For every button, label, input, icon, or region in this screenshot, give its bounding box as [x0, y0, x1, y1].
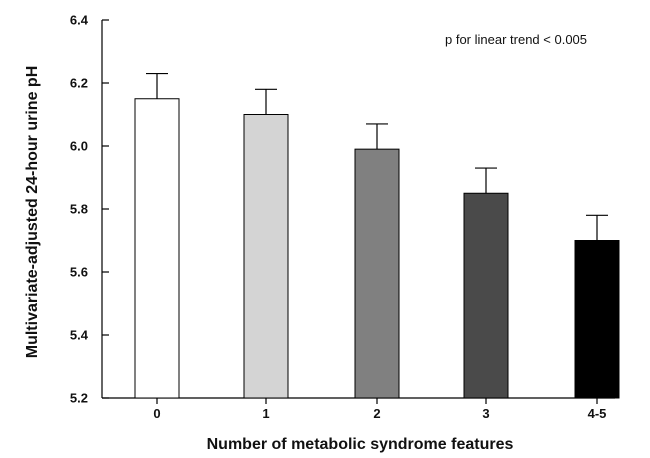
error-bars [146, 72, 608, 241]
bar-2 [354, 148, 400, 399]
y-tick-label: 5.2 [70, 391, 88, 406]
bars [134, 98, 620, 399]
x-axis: 0 1 2 3 4-5 [102, 397, 615, 421]
bar-4-5 [574, 240, 620, 399]
x-tick-label: 3 [482, 406, 489, 421]
x-tick-label: 1 [262, 406, 269, 421]
y-tick-label: 5.8 [70, 202, 88, 217]
x-tick-label: 4-5 [588, 406, 607, 421]
y-tick-label: 5.4 [70, 328, 89, 343]
bar-1 [243, 114, 289, 399]
bar-3 [463, 192, 509, 399]
trend-annotation: p for linear trend < 0.005 [445, 32, 587, 47]
y-axis-label: Multivariate-adjusted 24-hour urine pH [24, 66, 41, 358]
x-tick-label: 0 [153, 406, 160, 421]
x-axis-label: Number of metabolic syndrome features [207, 436, 514, 453]
y-tick-label: 6.0 [70, 139, 88, 154]
x-tick-label: 2 [373, 406, 380, 421]
y-tick-label: 6.2 [70, 76, 88, 91]
bar-0 [134, 98, 180, 399]
y-axis: 5.2 5.4 5.6 5.8 6.0 6.2 6.4 [70, 13, 109, 406]
y-tick-label: 5.6 [70, 265, 88, 280]
y-tick-label: 6.4 [70, 13, 89, 28]
